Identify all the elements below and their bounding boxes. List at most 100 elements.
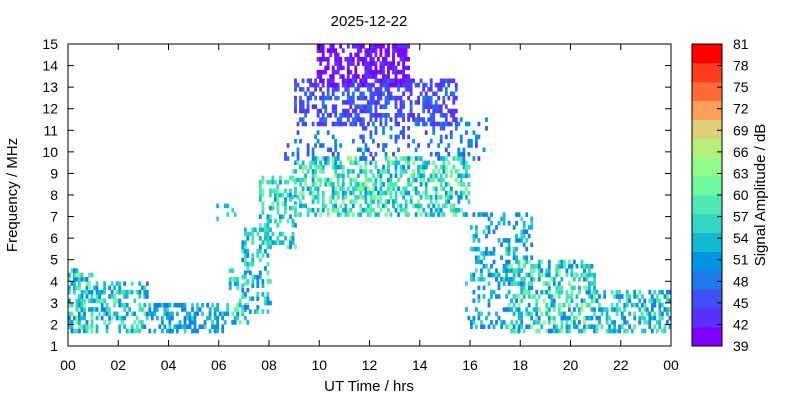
heatmap-cell: [475, 143, 478, 148]
heatmap-cell: [397, 44, 400, 49]
heatmap-cell: [472, 272, 476, 278]
heatmap-cell: [394, 69, 398, 75]
heatmap-cell: [296, 147, 300, 153]
heatmap-cell: [311, 207, 315, 213]
heatmap-cell: [334, 95, 338, 101]
heatmap-cell: [427, 100, 431, 105]
heatmap-cell: [555, 272, 559, 278]
heatmap-cell: [362, 61, 365, 66]
heatmap-cell: [557, 289, 561, 295]
heatmap-cell: [648, 298, 652, 304]
heatmap-cell: [465, 121, 468, 127]
heatmap-cell: [274, 179, 277, 185]
heatmap-cell: [291, 205, 295, 211]
heatmap-cell: [336, 164, 340, 170]
heatmap-cell: [316, 207, 320, 213]
heatmap-cell: [279, 192, 282, 198]
heatmap-cell: [356, 82, 360, 88]
heatmap-cell: [321, 48, 325, 53]
heatmap-cell: [362, 108, 365, 114]
heatmap-cell: [545, 281, 549, 286]
heatmap-cell: [103, 311, 106, 317]
heatmap-cell: [382, 56, 385, 62]
heatmap-cell: [384, 203, 388, 209]
heatmap-cell: [301, 160, 305, 166]
heatmap-cell: [324, 182, 328, 187]
heatmap-cell: [542, 289, 546, 295]
x-tick-label: 00: [60, 357, 76, 373]
heatmap-cell: [334, 61, 338, 66]
heatmap-cell: [319, 69, 323, 75]
heatmap-cell: [437, 203, 441, 209]
heatmap-cell: [530, 242, 534, 248]
heatmap-cell: [432, 212, 436, 217]
heatmap-cell: [427, 203, 431, 209]
heatmap-cell: [547, 311, 551, 317]
heatmap-cell: [281, 201, 285, 207]
heatmap-cell: [153, 302, 157, 308]
heatmap-cell: [394, 104, 398, 109]
heatmap-cell: [412, 160, 415, 166]
heatmap-cell: [334, 108, 338, 114]
heatmap-cell: [115, 289, 119, 295]
heatmap-cell: [402, 82, 405, 88]
heatmap-cell: [392, 48, 395, 53]
heatmap-cell: [583, 264, 586, 269]
colorbar-tick-label: 63: [733, 165, 749, 181]
heatmap-cell: [449, 203, 453, 209]
heatmap-cell: [595, 298, 599, 304]
heatmap-cell: [517, 311, 521, 317]
heatmap-cell: [419, 117, 423, 122]
heatmap-cell: [367, 108, 370, 114]
heatmap-cell: [487, 302, 491, 308]
heatmap-cell: [336, 52, 340, 58]
heatmap-cell: [439, 138, 443, 144]
heatmap-cell: [525, 311, 529, 317]
heatmap-cell: [83, 307, 86, 312]
heatmap-cell: [344, 82, 348, 88]
heatmap-cell: [444, 147, 448, 153]
heatmap-cell: [490, 251, 493, 256]
heatmap-cell: [351, 78, 355, 84]
heatmap-cell: [467, 121, 471, 127]
heatmap-cell: [404, 207, 408, 213]
heatmap-cell: [454, 126, 458, 131]
heatmap-cell: [507, 220, 511, 226]
heatmap-cell: [537, 264, 541, 269]
heatmap-cell: [384, 156, 388, 161]
heatmap-cell: [565, 324, 569, 329]
heatmap-cell: [321, 143, 325, 148]
heatmap-cell: [530, 294, 534, 299]
heatmap-cell: [321, 164, 325, 170]
heatmap-cell: [465, 212, 468, 217]
colorbar-tick-label: 72: [733, 101, 749, 117]
heatmap-cell: [319, 182, 322, 187]
heatmap-cell: [547, 307, 551, 312]
heatmap-cell: [655, 294, 659, 299]
heatmap-cell: [432, 126, 436, 131]
heatmap-cell: [402, 61, 405, 66]
heatmap-cell: [414, 121, 418, 127]
heatmap-cell: [530, 272, 534, 278]
heatmap-cell: [467, 182, 471, 187]
heatmap-cell: [95, 294, 99, 299]
heatmap-cell: [540, 324, 544, 329]
heatmap-cell: [344, 108, 348, 114]
heatmap-cell: [510, 264, 513, 269]
heatmap-cell: [399, 82, 403, 88]
heatmap-cell: [196, 328, 199, 334]
heatmap-cell: [407, 74, 410, 79]
heatmap-cell: [547, 320, 551, 325]
heatmap-cell: [289, 175, 292, 181]
heatmap-cell: [316, 108, 320, 114]
heatmap-cell: [422, 108, 426, 114]
heatmap-cell: [384, 87, 388, 92]
heatmap-cell: [181, 307, 184, 312]
heatmap-cell: [241, 248, 245, 254]
heatmap-cell: [311, 169, 315, 174]
heatmap-cell: [176, 324, 179, 329]
heatmap-cell: [412, 173, 415, 178]
heatmap-cell: [447, 182, 451, 187]
heatmap-cell: [407, 113, 410, 118]
heatmap-cell: [462, 164, 466, 170]
